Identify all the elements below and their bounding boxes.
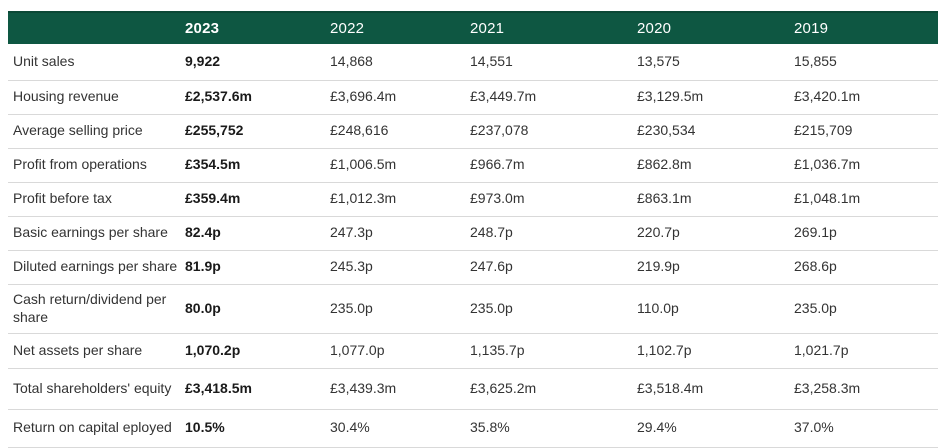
cell-value-2023: £255,752 [185, 114, 330, 149]
row-label: Profit before tax [8, 182, 185, 217]
cell-value-2023: 1,070.2p [185, 333, 330, 369]
cell-value-2020: £862.8m [637, 148, 794, 183]
table-row-total-shareholders-equity: Total shareholders' equity £3,418.5m £3,… [8, 368, 938, 410]
cell-value-2023: £3,418.5m [185, 368, 330, 410]
header-cell-year-2023: 2023 [185, 11, 330, 44]
row-label: Average selling price [8, 114, 185, 149]
row-label: Housing revenue [8, 80, 185, 115]
header-cell-year-2022: 2022 [330, 11, 470, 44]
cell-value-2020: £3,129.5m [637, 80, 794, 115]
cell-value-2020: 219.9p [637, 250, 794, 285]
cell-value-2019: 37.0% [794, 409, 938, 448]
row-label: Basic earnings per share [8, 216, 185, 251]
header-cell-metric [8, 11, 185, 44]
header-cell-year-2021: 2021 [470, 11, 637, 44]
row-label: Unit sales [8, 44, 185, 81]
cell-value-2021: £973.0m [470, 182, 637, 217]
cell-value-2023: 81.9p [185, 250, 330, 285]
cell-value-2022: £1,006.5m [330, 148, 470, 183]
row-label: Net assets per share [8, 333, 185, 369]
cell-value-2020: 29.4% [637, 409, 794, 448]
row-label: Profit from operations [8, 148, 185, 183]
table-row-basic-eps: Basic earnings per share 82.4p 247.3p 24… [8, 216, 938, 251]
row-label: Diluted earnings per share [8, 250, 185, 285]
cell-value-2019: 15,855 [794, 44, 938, 81]
cell-value-2022: 1,077.0p [330, 333, 470, 369]
table-row-cash-return-dividend-per-share: Cash return/dividend per share 80.0p 235… [8, 284, 938, 334]
table-row-net-assets-per-share: Net assets per share 1,070.2p 1,077.0p 1… [8, 333, 938, 369]
cell-value-2019: £3,420.1m [794, 80, 938, 115]
cell-value-2019: 268.6p [794, 250, 938, 285]
cell-value-2020: 1,102.7p [637, 333, 794, 369]
cell-value-2022: £3,696.4m [330, 80, 470, 115]
cell-value-2022: £248,616 [330, 114, 470, 149]
cell-value-2020: £230,534 [637, 114, 794, 149]
table-header: 2023 2022 2021 2020 2019 [8, 11, 938, 44]
cell-value-2022: 235.0p [330, 284, 470, 334]
cell-value-2022: 14,868 [330, 44, 470, 81]
cell-value-2019: 269.1p [794, 216, 938, 251]
cell-value-2023: 82.4p [185, 216, 330, 251]
cell-value-2021: 35.8% [470, 409, 637, 448]
cell-value-2021: 1,135.7p [470, 333, 637, 369]
cell-value-2023: £359.4m [185, 182, 330, 217]
row-label: Return on capital eployed [8, 409, 185, 448]
cell-value-2019: 1,021.7p [794, 333, 938, 369]
cell-value-2020: £863.1m [637, 182, 794, 217]
cell-value-2022: £3,439.3m [330, 368, 470, 410]
cell-value-2021: £966.7m [470, 148, 637, 183]
table-row-return-on-capital-employed: Return on capital eployed 10.5% 30.4% 35… [8, 409, 938, 448]
cell-value-2022: 247.3p [330, 216, 470, 251]
cell-value-2020: 220.7p [637, 216, 794, 251]
cell-value-2020: 13,575 [637, 44, 794, 81]
header-cell-year-2019: 2019 [794, 11, 938, 44]
financial-highlights-table: 2023 2022 2021 2020 2019 Unit sales 9,92… [8, 11, 938, 448]
table-row-unit-sales: Unit sales 9,922 14,868 14,551 13,575 15… [8, 44, 938, 81]
table-row-housing-revenue: Housing revenue £2,537.6m £3,696.4m £3,4… [8, 80, 938, 115]
header-row: 2023 2022 2021 2020 2019 [8, 11, 938, 44]
cell-value-2020: 110.0p [637, 284, 794, 334]
cell-value-2022: £1,012.3m [330, 182, 470, 217]
table-row-profit-before-tax: Profit before tax £359.4m £1,012.3m £973… [8, 182, 938, 217]
cell-value-2021: £3,625.2m [470, 368, 637, 410]
cell-value-2023: 9,922 [185, 44, 330, 81]
cell-value-2023: 10.5% [185, 409, 330, 448]
header-cell-year-2020: 2020 [637, 11, 794, 44]
cell-value-2020: £3,518.4m [637, 368, 794, 410]
financial-highlights-table-container: 2023 2022 2021 2020 2019 Unit sales 9,92… [8, 11, 938, 448]
row-label: Cash return/dividend per share [8, 284, 185, 334]
table-body: Unit sales 9,922 14,868 14,551 13,575 15… [8, 44, 938, 448]
cell-value-2019: £215,709 [794, 114, 938, 149]
cell-value-2019: £3,258.3m [794, 368, 938, 410]
cell-value-2019: 235.0p [794, 284, 938, 334]
cell-value-2022: 30.4% [330, 409, 470, 448]
cell-value-2021: £237,078 [470, 114, 637, 149]
cell-value-2021: 248.7p [470, 216, 637, 251]
row-label: Total shareholders' equity [8, 368, 185, 410]
cell-value-2021: £3,449.7m [470, 80, 637, 115]
cell-value-2022: 245.3p [330, 250, 470, 285]
cell-value-2023: 80.0p [185, 284, 330, 334]
table-row-diluted-eps: Diluted earnings per share 81.9p 245.3p … [8, 250, 938, 285]
cell-value-2019: £1,048.1m [794, 182, 938, 217]
cell-value-2023: £354.5m [185, 148, 330, 183]
cell-value-2021: 247.6p [470, 250, 637, 285]
cell-value-2019: £1,036.7m [794, 148, 938, 183]
table-row-average-selling-price: Average selling price £255,752 £248,616 … [8, 114, 938, 149]
cell-value-2021: 235.0p [470, 284, 637, 334]
table-row-profit-from-operations: Profit from operations £354.5m £1,006.5m… [8, 148, 938, 183]
cell-value-2021: 14,551 [470, 44, 637, 81]
cell-value-2023: £2,537.6m [185, 80, 330, 115]
